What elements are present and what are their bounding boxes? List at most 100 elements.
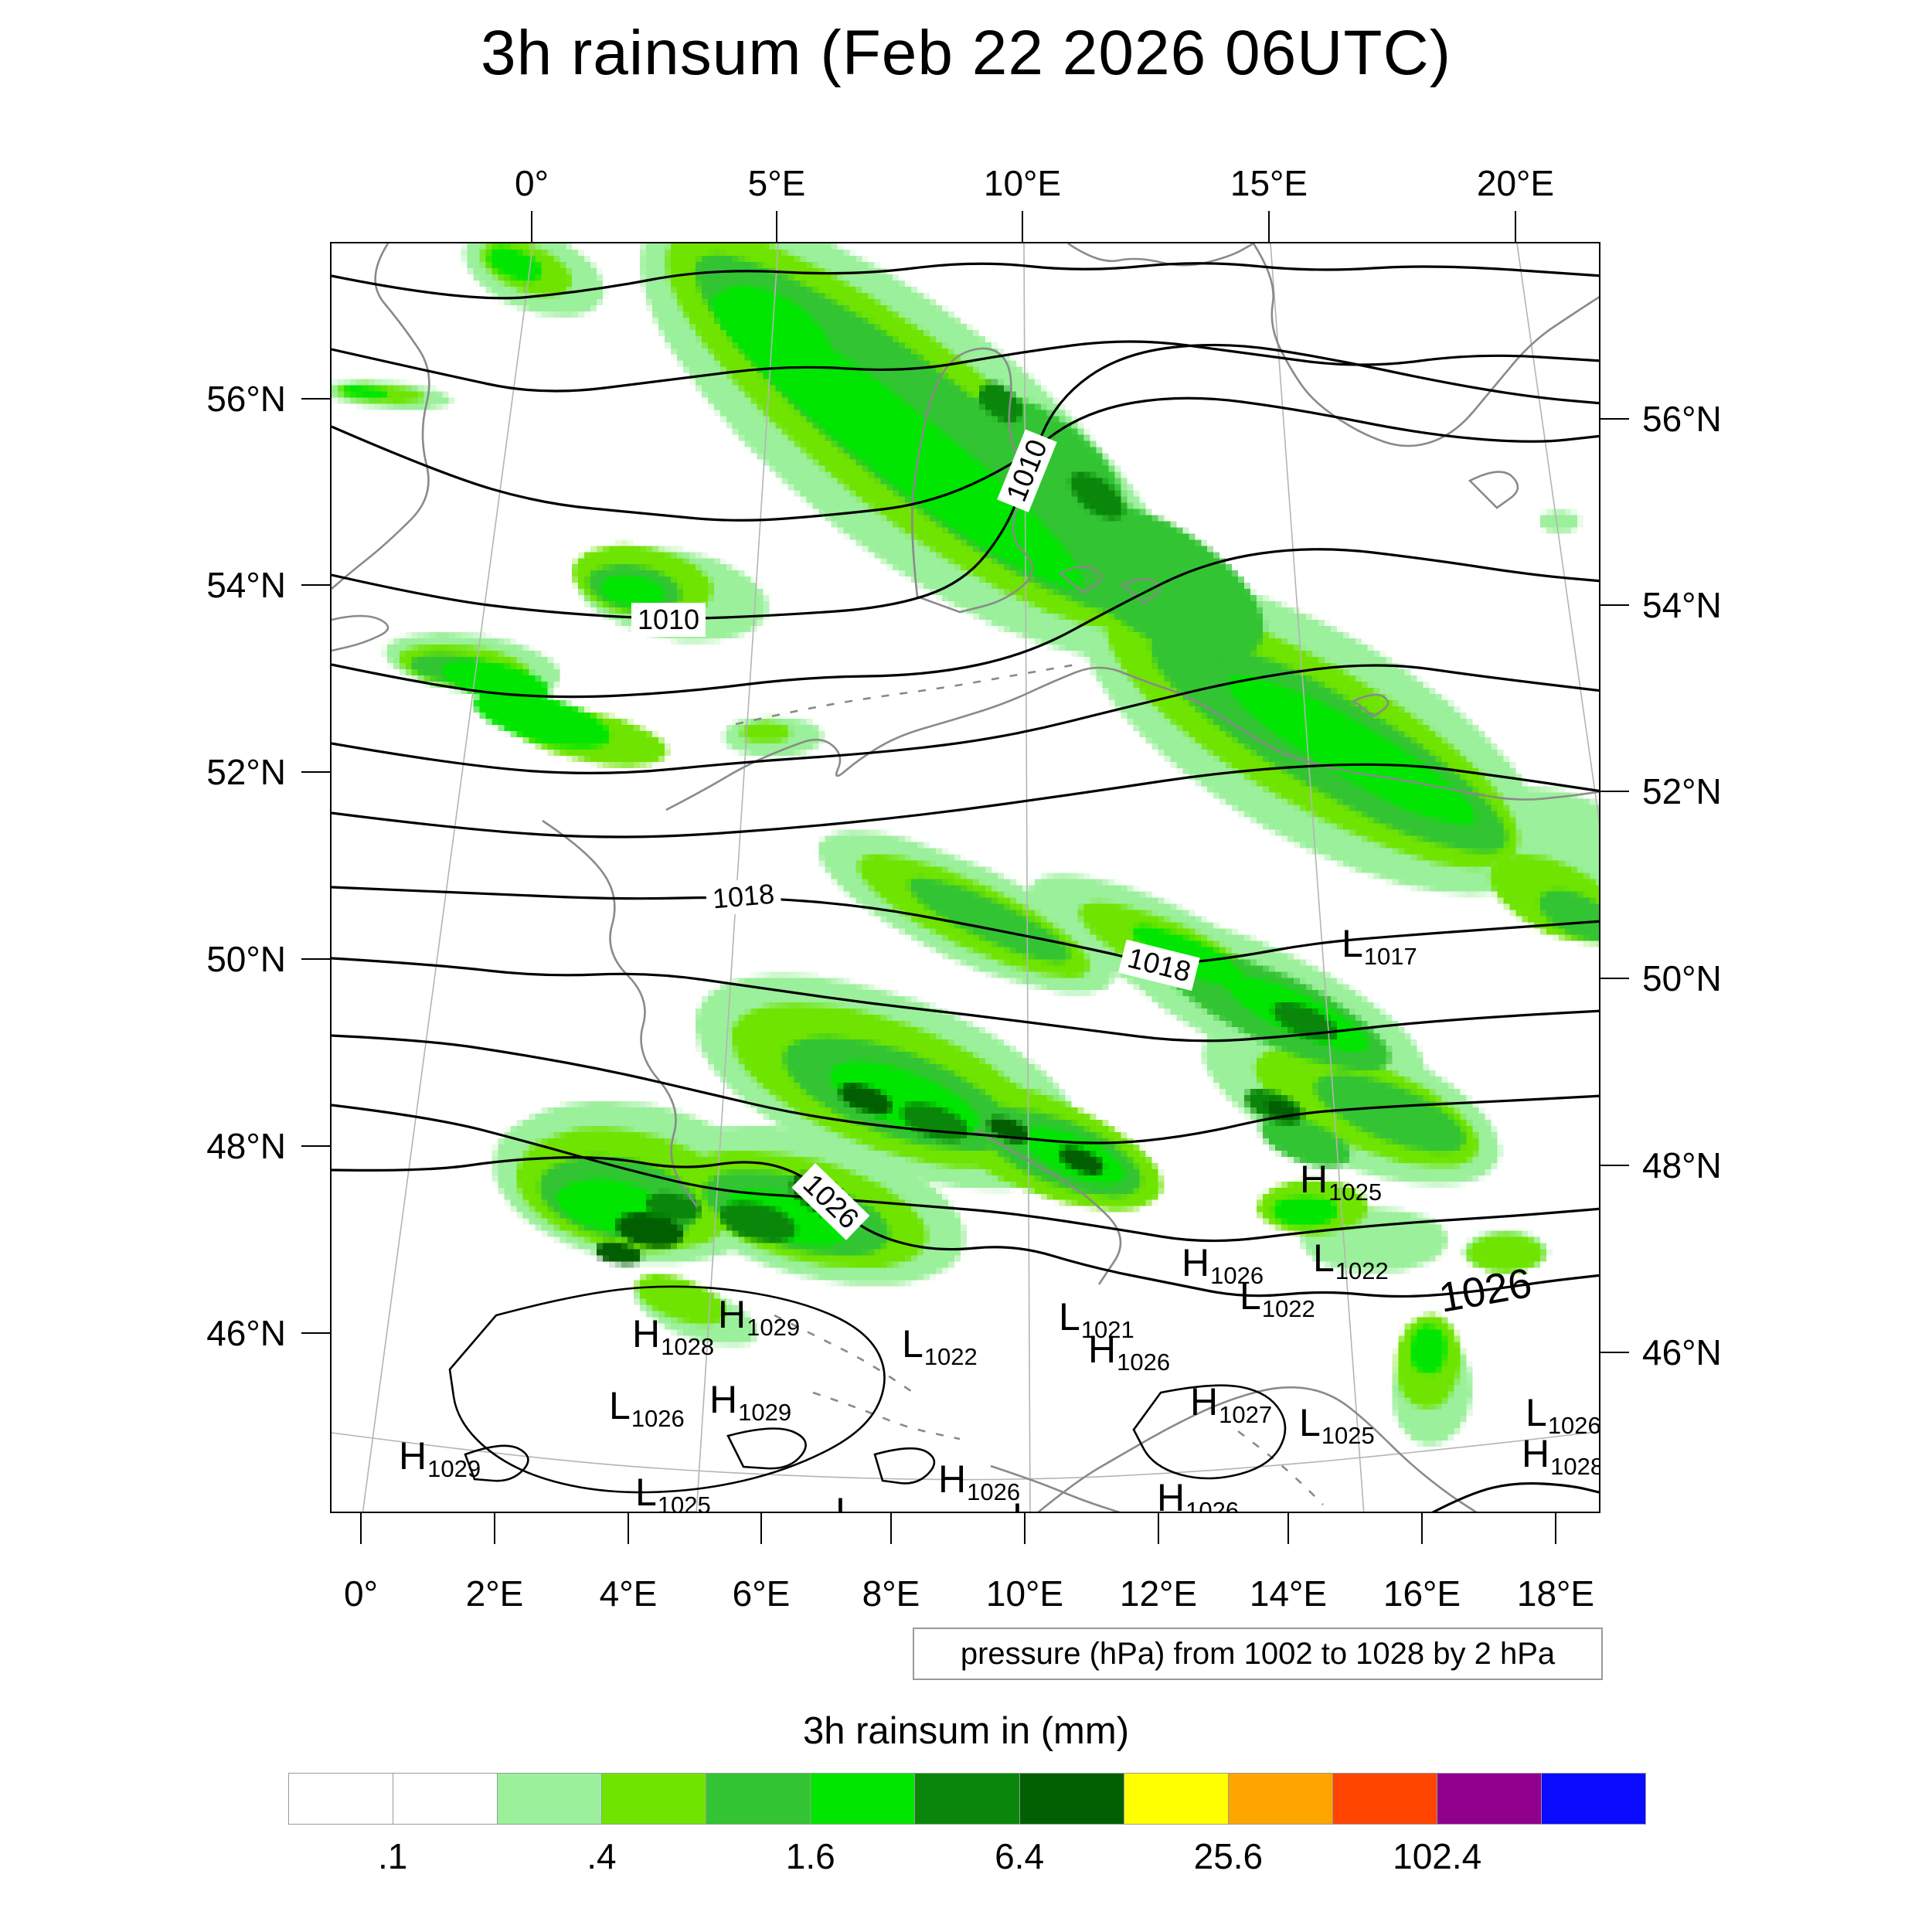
axis-tick-left xyxy=(301,398,330,400)
pressure-letter: L xyxy=(635,1471,657,1513)
pressure-center-h: H1027 xyxy=(1190,1379,1272,1428)
axis-tick-label-left: 52°N xyxy=(206,752,286,792)
isobar-1028 xyxy=(448,1285,886,1494)
pressure-letter: H xyxy=(718,1293,747,1336)
coastline xyxy=(1037,1386,1478,1512)
pressure-caption: pressure (hPa) from 1002 to 1028 by 2 hP… xyxy=(913,1628,1603,1680)
contour-label: 1018 xyxy=(705,876,782,917)
axis-tick-label-right: 56°N xyxy=(1642,399,1722,439)
axis-tick-left xyxy=(301,1332,330,1334)
axis-tick-right xyxy=(1600,1352,1629,1353)
coastline xyxy=(975,1128,1122,1285)
pressure-value: 1028 xyxy=(1550,1453,1600,1480)
axis-tick-label-top: 15°E xyxy=(1230,163,1308,203)
pressure-center-l: L1025 xyxy=(635,1470,711,1513)
graticule-meridian xyxy=(1516,243,1599,824)
colorbar-cell xyxy=(1228,1773,1333,1825)
pressure-center-h: H1026 xyxy=(938,1457,1021,1505)
pressure-center-l: L1026 xyxy=(1526,1390,1599,1439)
pressure-letter: H xyxy=(1088,1328,1117,1371)
axis-tick-label-left: 56°N xyxy=(206,379,286,419)
isobar-1028 xyxy=(464,1444,529,1482)
axis-tick-bottom xyxy=(360,1513,362,1544)
pressure-center-l: L1022 xyxy=(1313,1236,1389,1284)
pressure-letter: H xyxy=(1190,1380,1219,1423)
axis-tick-left xyxy=(301,1145,330,1147)
axis-tick-label-right: 46°N xyxy=(1642,1332,1722,1372)
axis-tick-left xyxy=(301,584,330,586)
pressure-value: 1025 xyxy=(657,1492,711,1513)
isobar-1014 xyxy=(332,664,1599,774)
axis-tick-label-right: 52°N xyxy=(1642,771,1722,811)
pressure-center-l: L1022 xyxy=(902,1321,978,1370)
isobar-1004 xyxy=(332,262,1599,300)
colorbar-cell xyxy=(811,1773,916,1825)
axis-tick-label-bottom: 8°E xyxy=(862,1573,920,1614)
pressure-center-l: L1017 xyxy=(1342,921,1417,970)
coastline xyxy=(1252,243,1599,447)
axis-tick-bottom xyxy=(1024,1513,1026,1544)
pressure-value: 1029 xyxy=(738,1399,792,1426)
isobar-1008 xyxy=(332,396,1599,522)
colorbar-cell xyxy=(393,1773,498,1825)
pressure-value: 1026 xyxy=(967,1478,1021,1505)
axis-tick-bottom xyxy=(628,1513,629,1544)
axis-tick-right xyxy=(1600,978,1629,979)
axis-tick-label-bottom: 2°E xyxy=(465,1573,524,1614)
pressure-center-l: L1022 xyxy=(1240,1274,1315,1322)
isobar-1012 xyxy=(332,548,1599,699)
axis-tick-left xyxy=(301,958,330,960)
isobar-1026 xyxy=(332,1156,1599,1298)
pressure-value: 1027 xyxy=(1219,1401,1273,1428)
isobar-1010 xyxy=(332,343,1599,620)
pressure-center-l: L1025 xyxy=(1012,1495,1087,1512)
coastline xyxy=(665,666,1599,811)
pressure-center-h: H1029 xyxy=(718,1292,800,1341)
pressure-center-l: L1025 xyxy=(1299,1400,1375,1449)
isobar-1006 xyxy=(332,340,1599,393)
axis-tick-label-bottom: 0° xyxy=(344,1573,378,1614)
pressure-value: 1026 xyxy=(631,1405,685,1432)
pressure-center-h: H1029 xyxy=(399,1434,481,1482)
coastline xyxy=(812,1391,961,1440)
pressure-letter: L xyxy=(835,1490,857,1513)
pressure-letter: H xyxy=(1300,1158,1328,1201)
isobar-1016 xyxy=(332,763,1599,838)
colorbar-cell xyxy=(1332,1773,1437,1825)
chart-title: 3h rainsum (Feb 22 2026 06UTC) xyxy=(480,18,1452,88)
isobar-1024 xyxy=(332,1104,1599,1243)
pressure-value: 1025 xyxy=(1321,1422,1375,1449)
pressure-center-l: L1023 xyxy=(835,1489,911,1513)
pressure-center-h: H1026 xyxy=(1157,1475,1239,1512)
colorbar-cell xyxy=(1124,1773,1229,1825)
axis-tick-top xyxy=(1022,211,1023,242)
axis-tick-label-top: 5°E xyxy=(747,163,806,203)
coastline xyxy=(911,347,1034,614)
pressure-letter: L xyxy=(609,1384,631,1427)
axis-tick-top xyxy=(1515,211,1516,242)
colorbar-title: 3h rainsum in (mm) xyxy=(802,1710,1130,1752)
pressure-letter: L xyxy=(1342,922,1363,965)
axis-tick-bottom xyxy=(760,1513,762,1544)
colorbar-cell xyxy=(498,1773,603,1825)
isobar-1028 xyxy=(873,1447,936,1485)
pressure-letter: H xyxy=(938,1458,967,1501)
pressure-value: 1025 xyxy=(1328,1179,1383,1206)
axis-tick-bottom xyxy=(494,1513,495,1544)
axis-tick-label-bottom: 16°E xyxy=(1383,1573,1461,1614)
coastline xyxy=(1067,243,1254,267)
pressure-letter: H xyxy=(399,1434,427,1478)
isobar-1020 xyxy=(332,957,1599,1043)
axis-tick-bottom xyxy=(1287,1513,1289,1544)
pressure-letter: H xyxy=(709,1378,738,1421)
coastline xyxy=(332,614,389,652)
pressure-center-l: L1021 xyxy=(1059,1294,1134,1343)
axis-tick-label-bottom: 12°E xyxy=(1119,1573,1198,1614)
axis-tick-right xyxy=(1600,791,1629,792)
coastline xyxy=(1352,693,1389,718)
pressure-value: 1021 xyxy=(1080,1316,1134,1343)
axis-tick-label-right: 48°N xyxy=(1642,1145,1722,1185)
isobar-1028 xyxy=(1132,1384,1287,1480)
colorbar-cell xyxy=(1541,1773,1647,1825)
